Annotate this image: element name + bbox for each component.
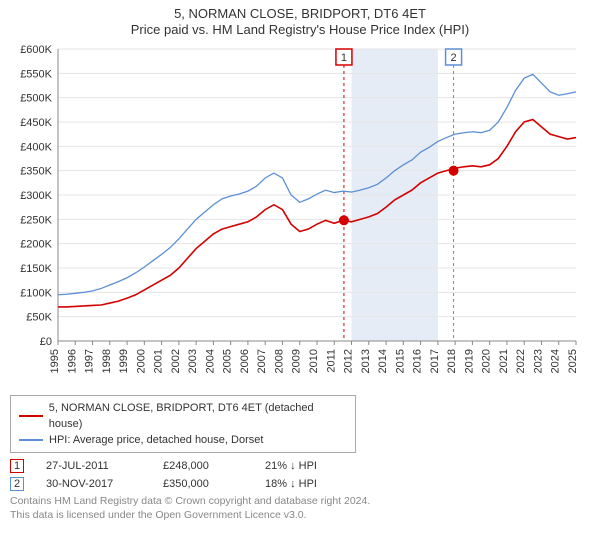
legend-row: 5, NORMAN CLOSE, BRIDPORT, DT6 4ET (deta… [19, 400, 347, 432]
svg-text:1998: 1998 [101, 349, 113, 373]
svg-text:2025: 2025 [567, 349, 579, 373]
svg-text:£300K: £300K [20, 190, 52, 202]
svg-text:2008: 2008 [273, 349, 285, 373]
svg-text:2022: 2022 [515, 349, 527, 373]
svg-text:2010: 2010 [308, 349, 320, 373]
footer-line-1: Contains HM Land Registry data © Crown c… [10, 495, 590, 509]
svg-text:2005: 2005 [222, 349, 234, 373]
svg-text:2017: 2017 [429, 349, 441, 373]
attribution-footer: Contains HM Land Registry data © Crown c… [10, 495, 590, 522]
event-price: £248,000 [163, 460, 243, 472]
svg-text:2018: 2018 [446, 349, 458, 373]
svg-text:1995: 1995 [49, 349, 61, 373]
svg-text:2020: 2020 [481, 349, 493, 373]
chart-title: 5, NORMAN CLOSE, BRIDPORT, DT6 4ET [10, 6, 590, 21]
footer-line-2: This data is licensed under the Open Gov… [10, 509, 590, 523]
svg-text:2007: 2007 [256, 349, 268, 373]
legend-row: HPI: Average price, detached house, Dors… [19, 432, 347, 448]
svg-text:2021: 2021 [498, 349, 510, 373]
svg-text:1999: 1999 [118, 349, 130, 373]
svg-text:2012: 2012 [343, 349, 355, 373]
legend-label: HPI: Average price, detached house, Dors… [49, 432, 263, 448]
event-delta: 18% ↓ HPI [265, 478, 317, 490]
svg-text:1996: 1996 [66, 349, 78, 373]
legend-swatch [19, 439, 43, 441]
svg-text:£0: £0 [40, 336, 52, 348]
legend-swatch [19, 415, 43, 417]
chart-subtitle: Price paid vs. HM Land Registry's House … [10, 22, 590, 37]
event-marker: 1 [10, 459, 24, 473]
svg-text:£150K: £150K [20, 263, 52, 275]
svg-text:1: 1 [341, 52, 347, 64]
svg-text:2: 2 [451, 52, 457, 64]
svg-text:£50K: £50K [26, 312, 52, 324]
svg-text:2023: 2023 [532, 349, 544, 373]
svg-text:2016: 2016 [412, 349, 424, 373]
svg-text:2019: 2019 [463, 349, 475, 373]
event-row: 1 27-JUL-2011 £248,000 21% ↓ HPI [10, 459, 590, 473]
event-marker: 2 [10, 477, 24, 491]
svg-text:2003: 2003 [187, 349, 199, 373]
svg-text:£100K: £100K [20, 287, 52, 299]
svg-text:2011: 2011 [325, 349, 337, 373]
svg-text:2000: 2000 [135, 349, 147, 373]
svg-text:2015: 2015 [394, 349, 406, 373]
event-delta: 21% ↓ HPI [265, 460, 317, 472]
price-chart: £0 £50K £100K £150K £200K £250K £300K £350K £400… [10, 41, 590, 391]
svg-text:£450K: £450K [20, 117, 52, 129]
legend: 5, NORMAN CLOSE, BRIDPORT, DT6 4ET (deta… [10, 395, 356, 453]
svg-text:£500K: £500K [20, 93, 52, 105]
events-table: 1 27-JUL-2011 £248,000 21% ↓ HPI 2 30-NOV-201… [10, 459, 590, 491]
svg-text:2013: 2013 [360, 349, 372, 373]
svg-text:2014: 2014 [377, 349, 389, 373]
svg-text:£600K: £600K [20, 44, 52, 56]
svg-text:2009: 2009 [291, 349, 303, 373]
svg-text:2004: 2004 [204, 349, 216, 373]
event-price: £350,000 [163, 478, 243, 490]
svg-text:£550K: £550K [20, 68, 52, 80]
event-date: 27-JUL-2011 [46, 460, 141, 472]
svg-text:£200K: £200K [20, 239, 52, 251]
svg-text:2024: 2024 [550, 349, 562, 373]
svg-text:£350K: £350K [20, 166, 52, 178]
event-date: 30-NOV-2017 [46, 478, 141, 490]
svg-text:£400K: £400K [20, 141, 52, 153]
event-row: 2 30-NOV-2017 £350,000 18% ↓ HPI [10, 477, 590, 491]
svg-text:2006: 2006 [239, 349, 251, 373]
svg-text:1997: 1997 [84, 349, 96, 373]
svg-text:2002: 2002 [170, 349, 182, 373]
svg-text:2001: 2001 [153, 349, 165, 373]
chart-area: £0 £50K £100K £150K £200K £250K £300K £350K £400… [10, 41, 590, 391]
svg-text:£250K: £250K [20, 214, 52, 226]
legend-label: 5, NORMAN CLOSE, BRIDPORT, DT6 4ET (deta… [49, 400, 347, 432]
